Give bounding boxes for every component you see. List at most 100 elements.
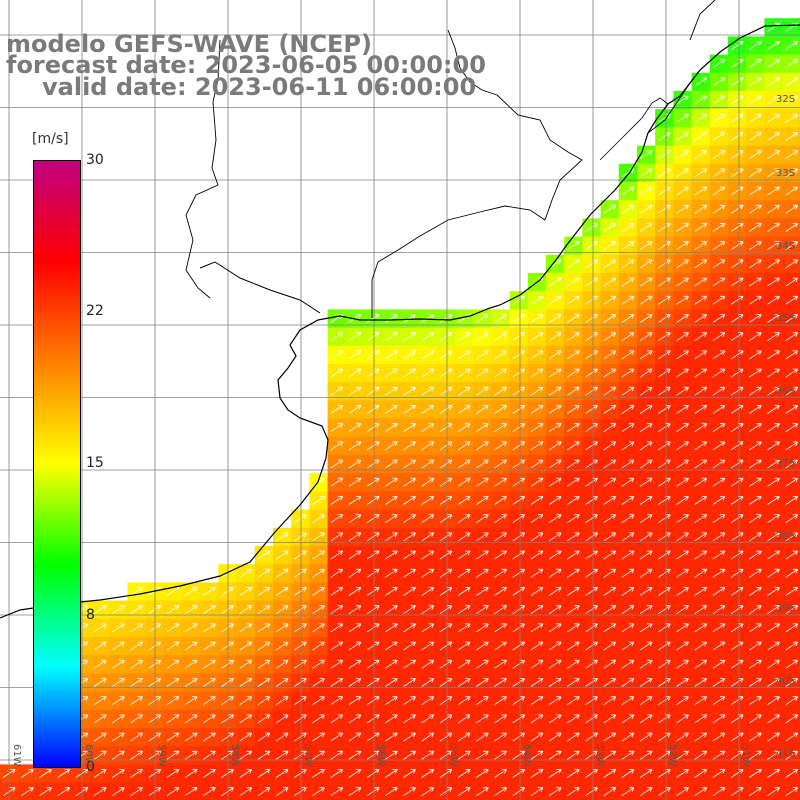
lon-label-58w: 58W	[229, 744, 240, 767]
wind-arrow	[767, 769, 780, 778]
wind-arrow	[457, 423, 471, 433]
wind-arrow	[639, 186, 653, 196]
valid-date: valid date: 2023-06-11 06:00:00	[42, 73, 477, 101]
wind-arrow	[221, 696, 234, 706]
wind-arrow	[439, 623, 453, 633]
wind-speed-field	[0, 18, 800, 800]
wind-arrow	[130, 714, 143, 724]
wind-arrow	[112, 769, 125, 778]
wind-arrow	[749, 295, 762, 305]
wind-arrow	[567, 787, 580, 797]
wind-arrow	[785, 641, 799, 651]
wind-arrow	[694, 204, 708, 214]
lat-label-35s: 35S	[776, 313, 796, 324]
wind-arrow	[548, 678, 562, 687]
wind-arrow	[603, 696, 617, 706]
wind-arrow	[694, 423, 708, 433]
wind-arrow	[639, 750, 653, 760]
wind-arrow	[348, 605, 362, 615]
wind-arrow	[712, 350, 726, 360]
wind-arrow	[184, 641, 198, 651]
wind-arrow	[694, 641, 708, 651]
wind-arrow	[348, 750, 362, 760]
wind-arrow	[785, 168, 799, 178]
wind-arrow	[494, 550, 507, 560]
wind-arrow	[348, 496, 362, 505]
wind-arrow	[494, 769, 507, 778]
colorbar-tick-30: 30	[86, 152, 104, 168]
wind-arrow	[312, 750, 325, 760]
wind-arrow	[457, 368, 471, 378]
wind-arrow	[621, 459, 635, 469]
wind-arrow	[93, 696, 107, 706]
lat-label-37s: 37S	[776, 458, 796, 469]
wind-arrow	[567, 568, 580, 578]
wind-arrow	[785, 659, 799, 669]
wind-arrow	[184, 714, 198, 724]
wind-arrow	[130, 587, 143, 596]
wind-arrow	[603, 678, 617, 687]
wind-arrow	[421, 314, 435, 323]
wind-arrow	[130, 732, 143, 742]
wind-arrow	[749, 605, 762, 615]
wind-arrow	[512, 605, 526, 615]
wind-arrow	[639, 204, 653, 214]
wind-arrow	[421, 350, 435, 360]
wind-arrow	[275, 550, 289, 560]
wind-arrow	[530, 659, 544, 669]
wind-arrow	[749, 41, 762, 50]
wind-arrow	[476, 368, 489, 378]
wind-arrow	[567, 441, 580, 451]
wind-arrow	[767, 314, 780, 323]
wind-arrow	[548, 532, 562, 542]
wind-arrow	[621, 386, 635, 396]
wind-arrow	[548, 587, 562, 596]
wind-arrow	[530, 769, 544, 778]
wind-arrow	[712, 532, 726, 542]
wind-arrow	[749, 568, 762, 578]
wind-arrow	[476, 769, 489, 778]
wind-arrow	[184, 732, 198, 742]
wind-arrow	[785, 787, 799, 797]
wind-arrow	[530, 568, 544, 578]
wind-arrow	[785, 550, 799, 560]
wind-arrow	[221, 587, 234, 596]
wind-arrow	[385, 732, 398, 742]
wind-arrow	[439, 332, 453, 342]
wind-arrow	[439, 568, 453, 578]
wind-arrow	[621, 277, 635, 287]
wind-arrow	[785, 59, 799, 69]
wind-arrow	[694, 732, 708, 742]
wind-arrow	[476, 477, 489, 487]
wind-arrow	[749, 405, 762, 414]
wind-arrow	[603, 405, 617, 414]
wind-arrow	[676, 423, 689, 433]
wind-arrow	[712, 496, 726, 505]
wind-arrow	[694, 150, 708, 160]
wind-arrow	[203, 696, 216, 706]
wind-arrow	[567, 659, 580, 669]
wind-arrow	[749, 477, 762, 487]
wind-arrow	[621, 732, 635, 742]
wind-arrow	[476, 641, 489, 651]
wind-arrow	[767, 77, 780, 87]
wind-arrow	[676, 368, 689, 378]
wind-arrow	[548, 459, 562, 469]
wind-arrow	[767, 405, 780, 414]
wind-arrow	[749, 77, 762, 87]
wind-arrow	[530, 678, 544, 687]
wind-arrow	[785, 204, 799, 214]
wind-arrow	[385, 532, 398, 542]
wind-arrow	[767, 496, 780, 505]
wind-arrow	[530, 368, 544, 378]
wind-arrow	[785, 132, 799, 141]
wind-arrow	[221, 659, 234, 669]
wind-arrow	[512, 659, 526, 669]
wind-arrow	[385, 314, 398, 323]
wind-arrow	[621, 678, 635, 687]
wind-arrow	[457, 587, 471, 596]
wind-arrow	[93, 623, 107, 633]
wind-arrow	[767, 787, 780, 797]
wind-arrow	[639, 368, 653, 378]
wind-arrow	[712, 732, 726, 742]
